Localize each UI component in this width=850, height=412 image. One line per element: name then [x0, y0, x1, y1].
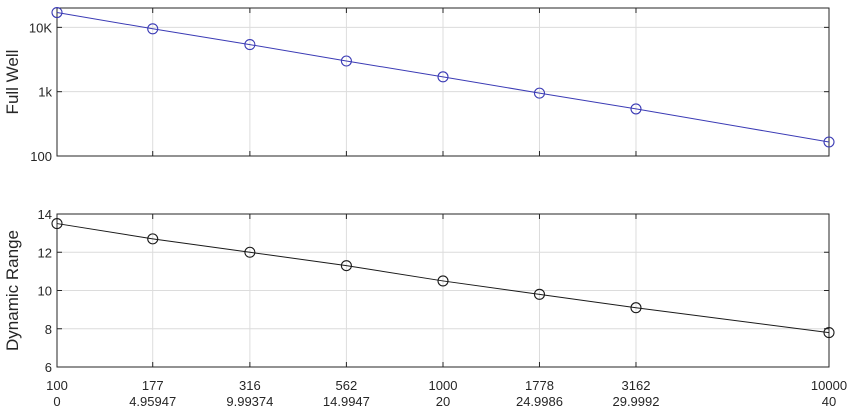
xtick-label: 1000	[429, 378, 458, 393]
dynamic-range-data-point	[823, 327, 835, 339]
dynamic-range-data-point	[51, 218, 63, 230]
dynamic-range-ytick-label: 10	[38, 284, 52, 299]
xtick-label: 3162	[622, 378, 651, 393]
dynamic-range-data-point	[244, 246, 256, 258]
full-well-data-point	[823, 136, 835, 148]
xtick-label: 10000	[811, 378, 847, 393]
dynamic-range-data-point	[147, 233, 159, 245]
full-well-ytick-label: 10K	[29, 20, 52, 35]
full-well-data-point	[630, 103, 642, 115]
full-well-ylabel: Full Well	[3, 50, 22, 115]
full-well-ytick-label: 100	[30, 149, 52, 164]
xtick-label-secondary: 4.95947	[129, 394, 176, 409]
dynamic-range-ytick-label: 14	[38, 207, 52, 222]
xtick-label-secondary: 0	[53, 394, 60, 409]
dynamic-range-data-point	[630, 302, 642, 314]
xtick-label-secondary: 20	[436, 394, 450, 409]
dynamic-range-data-point	[437, 275, 449, 287]
dynamic-range-data-point	[340, 260, 352, 272]
full-well-data-point	[340, 55, 352, 67]
full-well-data-point	[244, 39, 256, 51]
xtick-label-secondary: 24.9986	[516, 394, 563, 409]
full-well-data-point	[51, 6, 63, 19]
dynamic-range-ytick-label: 8	[45, 322, 52, 337]
dynamic-range-series-line	[56, 223, 830, 334]
xtick-label-secondary: 29.9992	[612, 394, 659, 409]
dynamic-range-data-point	[533, 288, 546, 300]
full-well-data-point	[533, 87, 546, 99]
xtick-label: 316	[239, 378, 261, 393]
full-well-data-point	[147, 23, 159, 35]
xtick-label-secondary: 9.99374	[226, 394, 273, 409]
full-well-series-line	[56, 12, 830, 143]
full-well-data-point	[437, 71, 449, 83]
xtick-label-secondary: 40	[822, 394, 836, 409]
xtick-label: 177	[142, 378, 164, 393]
dynamic-range-plot: 6 8 10 12 14 Dynamic Range	[3, 207, 835, 375]
dynamic-range-ytick-label: 12	[38, 245, 52, 260]
full-well-plot: 100 1k 10K Full Well	[3, 6, 835, 164]
xtick-label: 100	[46, 378, 68, 393]
xtick-label: 562	[336, 378, 358, 393]
full-well-ytick-label: 1k	[38, 85, 52, 100]
dynamic-range-ylabel: Dynamic Range	[3, 230, 22, 351]
xtick-label-secondary: 14.9947	[323, 394, 370, 409]
x-tick-labels: 10001774.959473169.9937456214.9947100020…	[46, 378, 847, 409]
xtick-label: 1778	[525, 378, 554, 393]
dynamic-range-ytick-label: 6	[45, 360, 52, 375]
